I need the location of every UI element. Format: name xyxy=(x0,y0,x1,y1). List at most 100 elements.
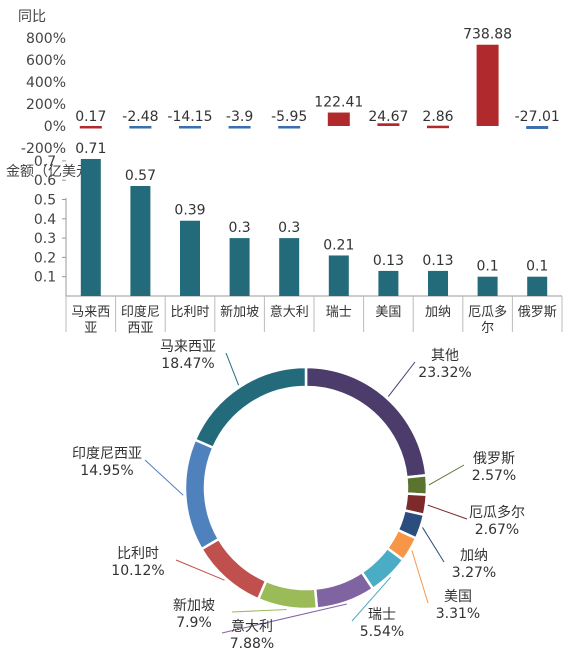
donut-slice-比利时 xyxy=(199,537,268,601)
amount-data-label: 0.13 xyxy=(422,253,453,269)
amount-category-label: 俄罗斯 xyxy=(518,305,557,320)
amount-bar-俄罗斯 xyxy=(527,276,548,296)
amount-data-label: 0.57 xyxy=(125,168,156,184)
amount-category-label: 加纳 xyxy=(425,305,451,320)
donut-label-pct: 3.31% xyxy=(436,606,480,622)
amount-y-tick-label: 0.4 xyxy=(34,212,56,228)
amount-bar-印度尼西亚 xyxy=(130,185,151,296)
amount-category-label: 尔 xyxy=(481,321,494,336)
donut-leader-line xyxy=(422,527,445,563)
amount-category-label: 美国 xyxy=(375,305,401,320)
amount-y-tick-label: 0.3 xyxy=(34,231,56,247)
amount-axis-title: 金额（亿美元） xyxy=(6,164,104,180)
yoy-bar-新加坡 xyxy=(228,126,251,129)
amount-data-label: 0.21 xyxy=(323,237,354,253)
amount-bar-意大利 xyxy=(279,238,300,296)
donut-label-pct: 14.95% xyxy=(80,463,133,479)
donut-slice-新加坡 xyxy=(256,579,319,611)
donut-leader-line xyxy=(225,352,240,386)
amount-bar-瑞士 xyxy=(328,255,349,296)
amount-category-label: 瑞士 xyxy=(326,305,352,320)
donut-label-name: 瑞士 xyxy=(368,607,396,623)
donut-slice-其他 xyxy=(304,365,428,479)
donut-label-name: 印度尼西亚 xyxy=(72,446,142,462)
yoy-bar-厄瓜多尔 xyxy=(476,44,499,126)
donut-label-name: 新加坡 xyxy=(173,598,215,614)
amount-data-label: 0.13 xyxy=(373,253,404,269)
yoy-data-label: 0.17 xyxy=(75,109,106,125)
amount-category-label: 新加坡 xyxy=(220,304,259,320)
yoy-bar-加纳 xyxy=(427,125,449,129)
yoy-bar-瑞士 xyxy=(327,112,350,126)
amount-data-label: 0.39 xyxy=(174,203,205,219)
donut-slice-马来西亚 xyxy=(193,365,308,450)
yoy-data-label: -3.9 xyxy=(226,109,253,125)
amount-bar-马来西亚 xyxy=(80,158,101,296)
donut-leader-line xyxy=(411,550,429,604)
amount-y-tick-label: 0.7 xyxy=(34,154,56,170)
yoy-y-tick-label: 600% xyxy=(26,53,66,69)
amount-category-label: 比利时 xyxy=(170,305,209,320)
yoy-bar-美国 xyxy=(377,123,400,126)
amount-category-label: 亚 xyxy=(84,321,97,336)
yoy-bar-比利时 xyxy=(179,126,201,129)
yoy-data-label: -14.15 xyxy=(167,109,212,125)
yoy-bar-俄罗斯 xyxy=(526,126,549,129)
yoy-data-label: 24.67 xyxy=(368,109,408,125)
yoy-data-label: 122.41 xyxy=(314,95,363,111)
yoy-bar-印度尼西亚 xyxy=(129,126,152,129)
amount-bar-厄瓜多尔 xyxy=(477,276,498,296)
donut-label-pct: 23.32% xyxy=(418,365,471,381)
donut-leader-line xyxy=(231,608,287,613)
donut-leader-line xyxy=(427,504,468,520)
donut-leader-line xyxy=(144,459,184,496)
yoy-bar-意大利 xyxy=(278,126,301,129)
donut-label-name: 其他 xyxy=(431,348,459,364)
donut-label-pct: 3.27% xyxy=(452,565,496,581)
amount-data-label: 0.3 xyxy=(278,220,300,236)
donut-label-name: 意大利 xyxy=(231,618,273,635)
donut-label-pct: 2.57% xyxy=(472,468,516,484)
donut-label-pct: 7.88% xyxy=(230,636,274,652)
amount-bar-新加坡 xyxy=(229,238,250,296)
amount-y-tick-label: 0.2 xyxy=(34,250,56,266)
amount-data-label: 0.71 xyxy=(75,141,106,157)
amount-bar-比利时 xyxy=(180,220,200,296)
donut-label-pct: 18.47% xyxy=(161,356,214,372)
yoy-data-label: 738.88 xyxy=(463,27,512,43)
amount-category-label: 印度尼 xyxy=(121,304,160,320)
amount-category-label: 厄瓜多 xyxy=(468,304,507,320)
donut-leader-line xyxy=(428,464,465,486)
donut-label-pct: 7.9% xyxy=(176,615,212,631)
yoy-data-label: -2.48 xyxy=(122,109,158,125)
donut-leader-line xyxy=(387,361,416,397)
amount-bar-加纳 xyxy=(428,270,448,296)
amount-y-tick-label: 0.5 xyxy=(34,193,56,209)
donut-label-name: 比利时 xyxy=(117,546,159,562)
amount-y-tick-label: 0.6 xyxy=(34,173,56,189)
donut-leader-line xyxy=(351,576,392,622)
yoy-y-tick-label: 400% xyxy=(26,75,66,91)
yoy-data-label: -27.01 xyxy=(515,109,560,125)
yoy-y-tick-label: -200% xyxy=(21,141,66,157)
amount-y-tick-label: 0.1 xyxy=(34,270,56,286)
donut-label-pct: 5.54% xyxy=(360,624,404,640)
amount-bar-美国 xyxy=(378,270,399,296)
amount-category-label: 马来西 xyxy=(71,305,110,320)
donut-label-name: 马来西亚 xyxy=(160,339,216,355)
amount-data-label: 0.3 xyxy=(228,220,250,236)
donut-label-name: 加纳 xyxy=(460,548,488,564)
amount-category-label: 意大利 xyxy=(270,304,309,320)
donut-label-name: 美国 xyxy=(444,589,472,605)
amount-data-label: 0.1 xyxy=(526,259,548,275)
yoy-data-label: 2.86 xyxy=(422,109,453,125)
amount-data-label: 0.1 xyxy=(476,259,498,275)
yoy-bar-马来西亚 xyxy=(79,125,102,129)
yoy-y-tick-label: 800% xyxy=(26,31,66,47)
donut-leader-line xyxy=(221,603,347,634)
donut-label-pct: 2.67% xyxy=(475,522,519,538)
yoy-data-label: -5.95 xyxy=(271,109,307,125)
donut-slice-意大利 xyxy=(313,570,375,610)
